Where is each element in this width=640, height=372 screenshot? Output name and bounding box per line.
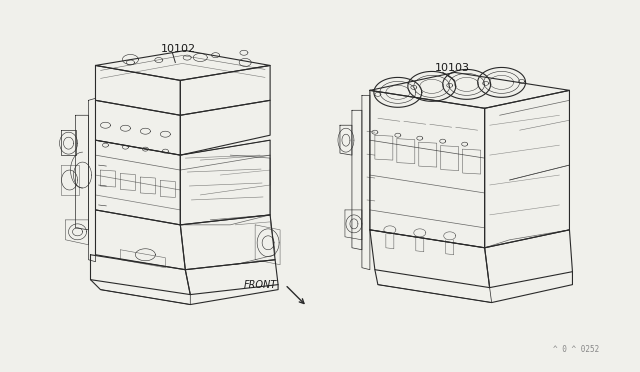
Text: 10103: 10103 [435,64,470,73]
Text: ^ 0 ^ 0252: ^ 0 ^ 0252 [553,345,600,355]
Text: 10102: 10102 [161,44,195,54]
Text: FRONT: FRONT [244,280,277,290]
